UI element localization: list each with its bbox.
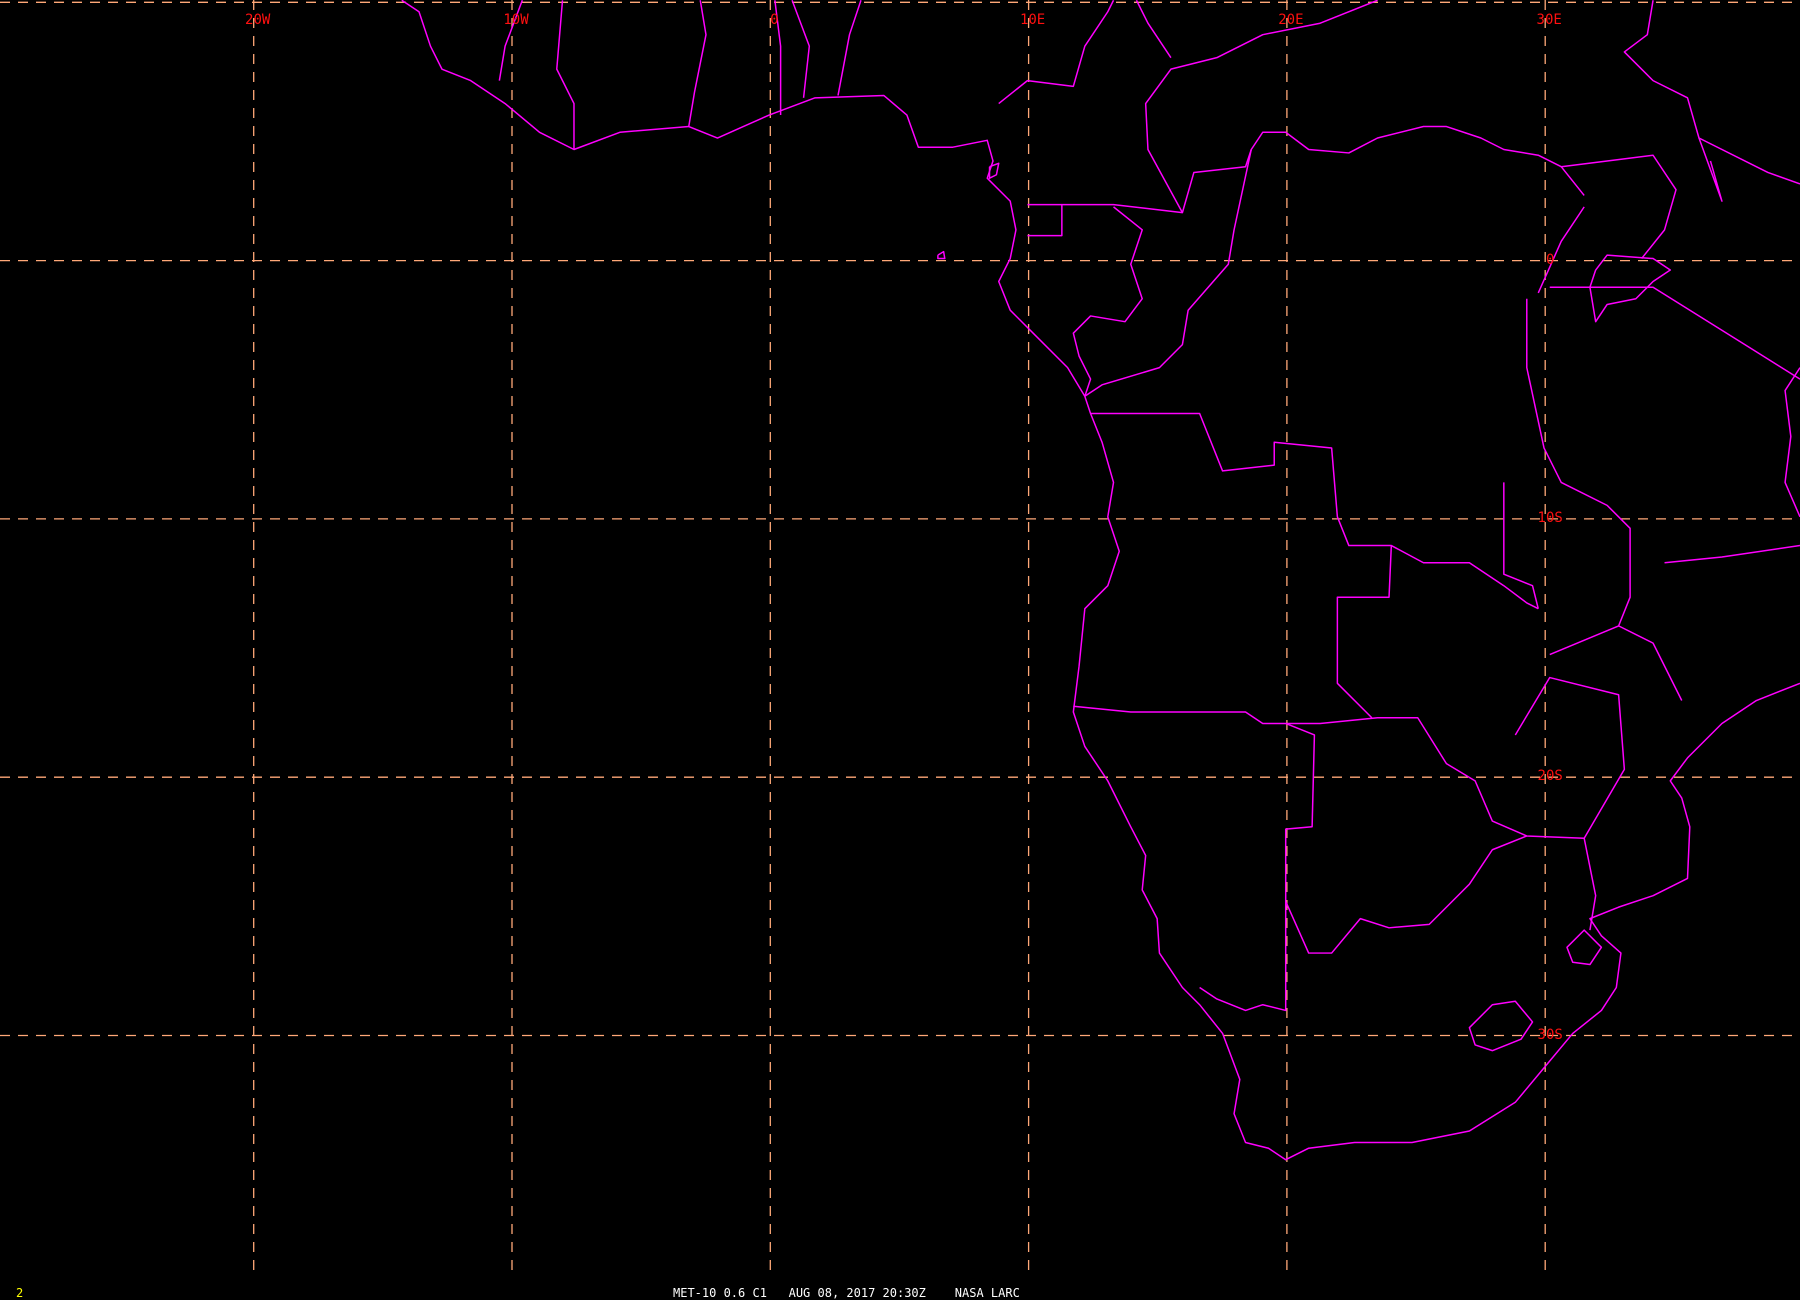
lake-victoria bbox=[1589, 254, 1672, 323]
madagascar-coast bbox=[1784, 367, 1800, 518]
border bbox=[1537, 206, 1585, 294]
border bbox=[1336, 545, 1393, 719]
border bbox=[774, 0, 782, 116]
longitude-label: 30E bbox=[1536, 12, 1562, 28]
border bbox=[1061, 149, 1252, 214]
sao-tome-island bbox=[937, 250, 946, 260]
border bbox=[688, 0, 707, 127]
border bbox=[1199, 722, 1316, 1012]
east-africa-coast bbox=[1623, 0, 1800, 185]
latitude-label: 0 bbox=[1545, 251, 1555, 268]
frame-number: 2 bbox=[16, 1286, 24, 1300]
border bbox=[1135, 0, 1172, 59]
border bbox=[1144, 0, 1378, 213]
border bbox=[1549, 625, 1619, 656]
border bbox=[1549, 286, 1800, 380]
longitude-label: 0 bbox=[770, 12, 779, 28]
swaziland-border bbox=[1566, 929, 1603, 966]
border bbox=[1664, 544, 1800, 564]
border bbox=[1514, 676, 1626, 931]
latitude-label: 10S bbox=[1537, 509, 1563, 526]
border bbox=[998, 0, 1115, 105]
border bbox=[1084, 125, 1677, 397]
latitude-label: 30S bbox=[1537, 1026, 1563, 1043]
border bbox=[1698, 137, 1723, 202]
border bbox=[1090, 412, 1539, 610]
border bbox=[1560, 166, 1585, 196]
longitude-label: 20W bbox=[245, 12, 271, 28]
border bbox=[1285, 835, 1528, 954]
west-africa-coast bbox=[401, 0, 1800, 1161]
border bbox=[498, 0, 524, 81]
image-caption: MET-10 0.6 C1 AUG 08, 2017 20:30Z NASA L… bbox=[673, 1286, 1020, 1300]
bioko-island bbox=[988, 162, 1000, 179]
longitude-label: 10E bbox=[1019, 12, 1046, 28]
satellite-channel: MET-10 0.6 C1 bbox=[673, 1286, 767, 1300]
border bbox=[556, 0, 575, 150]
border bbox=[1503, 482, 1539, 609]
latitude-label: 20S bbox=[1537, 768, 1563, 785]
border bbox=[791, 0, 811, 98]
border bbox=[1526, 298, 1683, 701]
image-datetime: AUG 08, 2017 20:30Z bbox=[788, 1286, 926, 1300]
image-source: NASA LARC bbox=[954, 1286, 1020, 1300]
border bbox=[1073, 705, 1585, 840]
border bbox=[1027, 203, 1063, 237]
longitude-label: 20E bbox=[1278, 12, 1304, 28]
border bbox=[837, 0, 862, 96]
longitude-label: 10W bbox=[503, 12, 529, 28]
border bbox=[1072, 206, 1143, 397]
lesotho-border bbox=[1468, 1000, 1534, 1052]
